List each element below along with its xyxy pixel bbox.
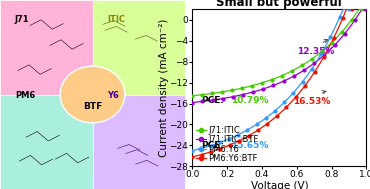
FancyBboxPatch shape	[92, 94, 185, 189]
Y-axis label: Current density (mA cm⁻²): Current density (mA cm⁻²)	[159, 19, 169, 157]
Legend: J71:ITIC, J71:ITIC:BTF, PM6:Y6, PM6:Y6:BTF: J71:ITIC, J71:ITIC:BTF, PM6:Y6, PM6:Y6:B…	[195, 125, 259, 164]
Text: BTF: BTF	[83, 102, 102, 111]
Title: Small but powerful: Small but powerful	[216, 0, 342, 9]
FancyBboxPatch shape	[0, 0, 92, 94]
Text: PM6: PM6	[15, 91, 35, 100]
Text: 16.53%: 16.53%	[293, 91, 331, 106]
Text: J71: J71	[15, 15, 30, 24]
Text: Y6: Y6	[107, 91, 119, 100]
X-axis label: Voltage (V): Voltage (V)	[250, 181, 308, 189]
Ellipse shape	[60, 66, 125, 123]
Text: 12.35%: 12.35%	[297, 39, 334, 56]
Text: 10.79%: 10.79%	[231, 95, 268, 105]
Text: 15.65%: 15.65%	[231, 141, 268, 150]
Text: PCE:: PCE:	[201, 141, 224, 150]
Text: PCE:: PCE:	[201, 95, 224, 105]
FancyBboxPatch shape	[0, 94, 92, 189]
FancyBboxPatch shape	[92, 0, 185, 94]
Text: ITIC: ITIC	[107, 15, 125, 24]
